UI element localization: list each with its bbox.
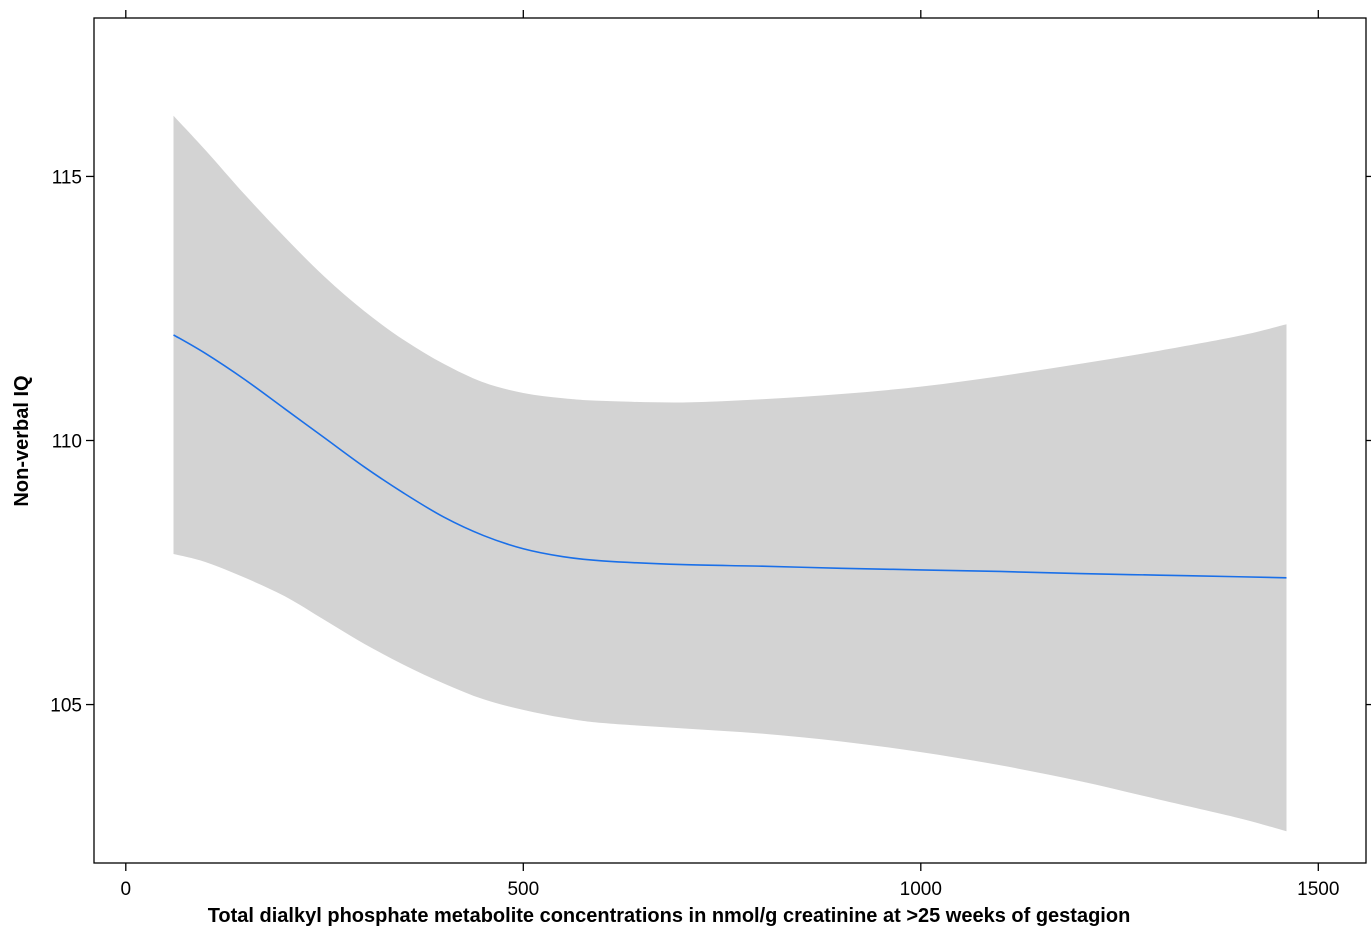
- x-tick-label: 1500: [1297, 879, 1339, 900]
- confidence-band: [173, 115, 1287, 832]
- axes: 0 500 1000 1500 105 110 115: [50, 10, 1371, 900]
- x-tick-label: 0: [121, 879, 132, 900]
- x-tick-label: 500: [507, 879, 539, 900]
- x-axis-title: Total dialkyl phosphate metabolite conce…: [208, 905, 1131, 927]
- x-tick-label: 1000: [900, 879, 942, 900]
- plot-area: [173, 115, 1287, 832]
- fitted-line: [173, 334, 1287, 579]
- y-tick-label: 115: [52, 167, 82, 188]
- y-tick-label: 105: [50, 696, 82, 717]
- y-tick-label: 110: [52, 432, 82, 453]
- y-axis-title: Non-verbal IQ: [11, 375, 33, 506]
